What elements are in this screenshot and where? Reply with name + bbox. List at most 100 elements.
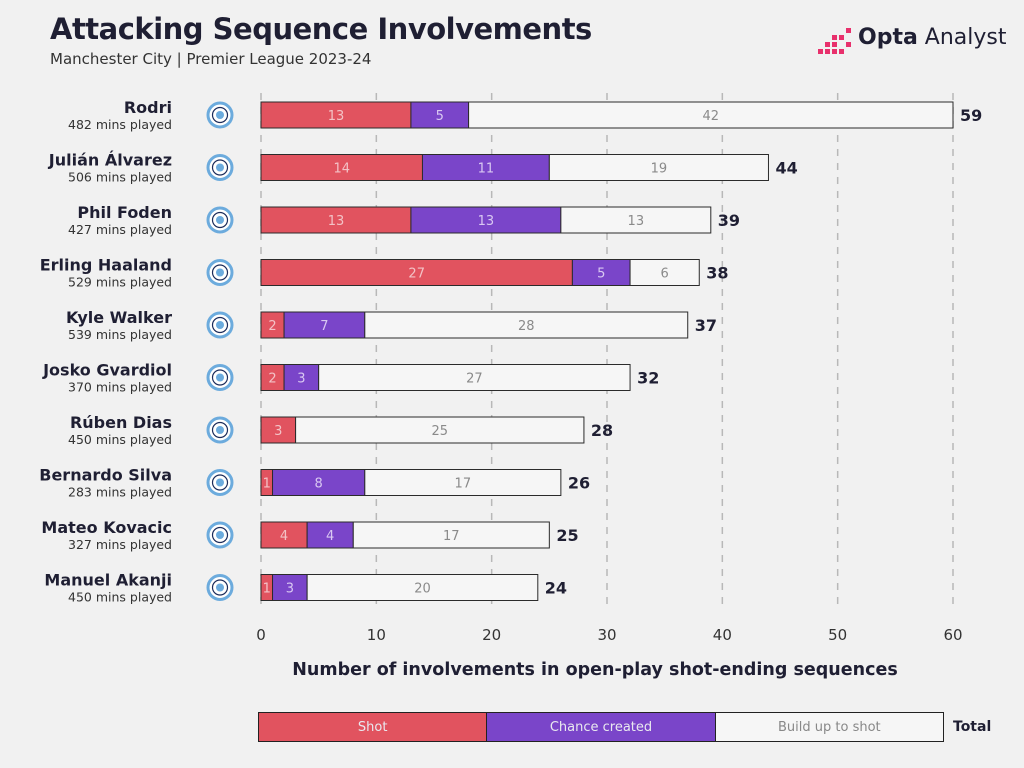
club-badge-center [216, 583, 224, 592]
bar-segment-shot [260, 101, 412, 129]
bar-value-label: 25 [431, 424, 448, 439]
club-badge-center [216, 111, 224, 119]
bar-segment-chance-created [410, 101, 470, 129]
bar-total-label: 44 [775, 159, 797, 178]
x-axis-label: Number of involvements in open-play shot… [292, 660, 898, 680]
club-badge-inner [211, 106, 229, 124]
bar-value-label: 19 [651, 162, 668, 177]
legend-chance-created: Chance created [486, 713, 715, 741]
x-tick-label: 40 [713, 626, 732, 644]
player-name: Rodri [124, 98, 172, 117]
bar-value-label: 13 [478, 214, 495, 229]
club-badge-inner [211, 264, 229, 281]
player-minutes: 539 mins played [68, 327, 172, 342]
club-badge-inner [211, 369, 229, 386]
player-minutes: 506 mins played [68, 170, 172, 185]
bar-value-label: 1 [263, 477, 271, 492]
bar-value-label: 17 [443, 529, 460, 544]
club-badge-inner [211, 526, 229, 544]
x-tick-label: 0 [256, 626, 266, 644]
bar-value-label: 27 [408, 267, 425, 282]
club-badge-center [216, 478, 224, 487]
bar-total-label: 28 [591, 421, 613, 440]
player-name: Erling Haaland [40, 256, 172, 275]
bar-segment-build-up [364, 469, 562, 496]
x-tick-label: 10 [367, 626, 386, 644]
bar-value-label: 17 [455, 477, 472, 492]
brand-text: Opta Analyst [858, 25, 1007, 50]
bar-value-label: 13 [328, 109, 345, 124]
bar-value-label: 5 [436, 109, 444, 124]
bar-segment-build-up [352, 521, 550, 549]
player-name: Phil Foden [77, 203, 172, 222]
bar-total-label: 37 [695, 316, 717, 335]
bar-segment-chance-created [283, 364, 320, 391]
bar-value-label: 28 [518, 319, 535, 334]
bar-segment-build-up [364, 311, 689, 339]
bar-value-label: 14 [333, 162, 350, 177]
bar-segment-build-up [295, 416, 585, 444]
bar-segment-build-up [560, 206, 712, 234]
player-name: Manuel Akanji [44, 571, 172, 590]
club-badge-center [216, 268, 224, 277]
bar-segment-shot [260, 154, 423, 181]
x-tick-label: 50 [828, 626, 847, 644]
bar-value-label: 8 [315, 477, 323, 492]
player-minutes: 327 mins played [68, 537, 172, 552]
club-badge-inner [211, 579, 229, 596]
club-badge-center [216, 373, 224, 382]
bar-value-label: 3 [297, 372, 305, 387]
legend-build-up: Build up to shot [714, 713, 943, 741]
club-badge-inner [211, 211, 229, 229]
bar-value-label: 7 [320, 319, 328, 334]
bar-segment-build-up [468, 101, 954, 129]
club-badge-center [216, 163, 224, 172]
bar-segment-chance-created [421, 154, 550, 181]
bar-value-label: 27 [466, 372, 483, 387]
bar-value-label: 4 [280, 529, 288, 544]
club-badge-center [216, 531, 224, 539]
x-tick-label: 30 [597, 626, 616, 644]
bar-value-label: 11 [478, 162, 495, 177]
bar-segment-build-up [306, 574, 539, 601]
bar-segment-chance-created [571, 259, 631, 286]
legend-total: Total [953, 719, 992, 735]
club-badge-inner [211, 474, 229, 491]
bar-value-label: 6 [661, 267, 669, 282]
bar-total-label: 38 [706, 264, 728, 283]
brand-text-rest: Analyst [917, 25, 1007, 50]
player-minutes: 450 mins played [68, 590, 172, 605]
x-tick-label: 20 [482, 626, 501, 644]
bar-total-label: 59 [960, 106, 982, 125]
bar-value-label: 20 [414, 582, 431, 597]
opta-logo-icon [818, 28, 851, 54]
player-name: Kyle Walker [66, 308, 172, 327]
bar-value-label: 2 [268, 319, 276, 334]
player-name: Rúben Dias [70, 413, 172, 432]
player-minutes: 450 mins played [68, 432, 172, 447]
legend-shot: Shot [259, 713, 487, 741]
x-tick-label: 60 [943, 626, 962, 644]
legend: Shot Chance created Build up to shot [258, 712, 944, 742]
player-minutes: 370 mins played [68, 380, 172, 395]
bar-segment-shot [260, 416, 297, 444]
player-minutes: 529 mins played [68, 275, 172, 290]
bar-segment-shot [260, 259, 573, 286]
bar-value-label: 3 [286, 582, 294, 597]
bar-value-label: 13 [328, 214, 345, 229]
bar-segment-chance-created [272, 574, 308, 601]
club-badge-center [216, 216, 224, 224]
player-minutes: 283 mins played [68, 485, 172, 500]
bar-value-label: 13 [628, 214, 645, 229]
bar-segment-build-up [318, 364, 631, 391]
bar-total-label: 39 [718, 211, 740, 230]
player-name: Bernardo Silva [39, 466, 172, 485]
bar-segment-build-up [629, 259, 700, 286]
bar-value-label: 3 [274, 424, 282, 439]
bar-total-label: 26 [568, 474, 590, 493]
club-badge-inner [211, 421, 229, 439]
bar-total-label: 32 [637, 369, 659, 388]
bar-total-label: 25 [556, 526, 578, 545]
bar-segment-chance-created [410, 206, 562, 234]
